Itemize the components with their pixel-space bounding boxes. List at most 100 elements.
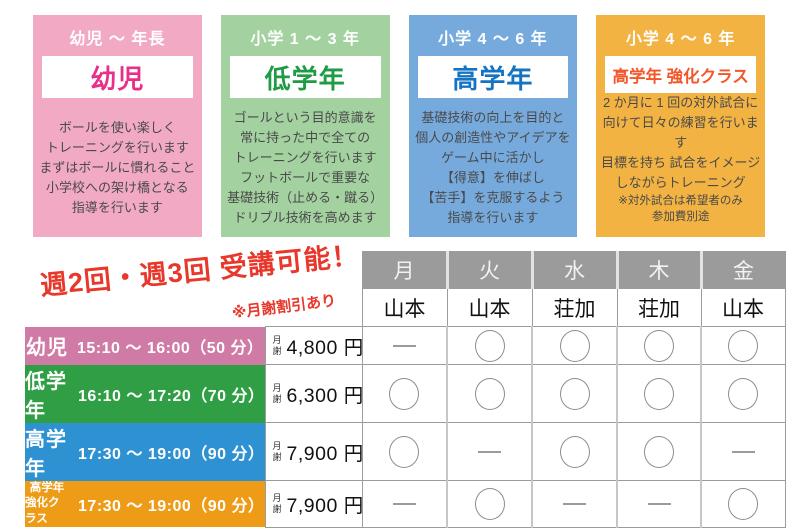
coach-name-cell: 荘加 <box>531 288 618 327</box>
class-label-wrap: 幼児 15:10 〜 16:00（50 分） <box>25 331 265 360</box>
available-circle-mark <box>559 377 590 410</box>
availability-cell <box>700 364 786 423</box>
fee-cell: 月謝 7,900 円 <box>264 480 364 528</box>
class-name-sub: 強化クラス <box>25 497 60 525</box>
coach-name-cell: 荘加 <box>616 288 702 327</box>
availability-cell <box>700 422 786 481</box>
class-row-infant: 幼児 15:10 〜 16:00（50 分） 月謝 4,800 円 <box>25 326 786 365</box>
coach-name-cell: 山本 <box>446 288 533 327</box>
availability-cell <box>361 364 448 423</box>
card-lower-grades: 小学 1 〜 3 年 低学年 ゴールという目的意識を 常に持った中で全ての トレ… <box>220 15 390 237</box>
availability-cell <box>531 326 618 365</box>
availability-cell <box>616 364 702 423</box>
unavailable-dash-mark <box>731 450 755 453</box>
availability-cell <box>616 480 702 528</box>
card-age-range: 小学 1 〜 3 年 <box>250 31 360 48</box>
availability-cell <box>616 422 702 481</box>
card-title: 高学年 強化クラス <box>612 67 749 86</box>
class-name: 高学年 <box>29 481 65 494</box>
class-label-wrap: 低学年 16:10 〜 17:20（70 分） <box>25 365 265 423</box>
fee-amount: 4,800 円 <box>286 337 364 359</box>
class-cards: 幼児 〜 年長 幼児 ボールを使い楽しく トレーニングを行います まずはボールに… <box>33 15 765 237</box>
class-time: 16:10 〜 17:20（70 分） <box>78 387 265 405</box>
card-description-text: ゴールという目的意識を 常に持った中で全ての トレーニングを行います フットボー… <box>227 109 384 225</box>
class-row-label: 高学年 強化クラス 17:30 〜 19:00（90 分） <box>25 480 265 528</box>
card-age-range: 小学 4 〜 6 年 <box>625 31 736 48</box>
table-spacer <box>25 252 362 289</box>
class-time: 17:30 〜 19:00（90 分） <box>78 445 265 463</box>
available-circle-mark <box>474 487 505 520</box>
availability-cell <box>700 326 786 365</box>
fee-unit-label: 月謝 <box>272 383 282 404</box>
card-description-text: ボールを使い楽しく トレーニングを行います まずはボールに慣れること 小学校への… <box>39 119 196 215</box>
availability-cell <box>361 326 448 365</box>
fee-unit-label: 月謝 <box>272 441 282 462</box>
card-upper-grades-advanced: 小学 4 〜 6 年 高学年 強化クラス 2 か月に 1 回の対外試合に 向けて… <box>596 15 765 237</box>
class-label-wrap: 高学年 強化クラス 17:30 〜 19:00（90 分） <box>25 481 265 528</box>
fee-wrap: 月謝 6,300 円 <box>266 379 364 408</box>
unavailable-dash-mark <box>647 502 671 505</box>
class-name: 幼児 <box>26 337 68 359</box>
class-time: 17:30 〜 19:00（90 分） <box>78 497 265 515</box>
card-title: 幼児 <box>90 63 145 94</box>
class-name: 高学年 <box>25 428 67 480</box>
fee-unit-label: 月謝 <box>272 335 282 356</box>
availability-cell <box>361 480 448 528</box>
coach-name-cell: 山本 <box>700 288 786 327</box>
coach-row: 山本 山本 荘加 荘加 山本 <box>25 288 786 327</box>
card-title-box: 高学年 <box>417 56 569 98</box>
fee-cell: 月謝 7,900 円 <box>264 422 364 481</box>
class-row-upper-advanced: 高学年 強化クラス 17:30 〜 19:00（90 分） 月謝 7,900 円 <box>25 480 786 528</box>
day-header-cell: 水 <box>530 251 618 289</box>
available-circle-mark <box>389 435 420 468</box>
class-row-lower: 低学年 16:10 〜 17:20（70 分） 月謝 6,300 円 <box>25 364 786 423</box>
day-header-cell: 木 <box>615 251 702 289</box>
coach-name-cell: 山本 <box>361 288 448 327</box>
available-circle-mark <box>474 329 505 362</box>
availability-cell <box>531 364 618 423</box>
schedule-table: 月 火 水 木 金 山本 山本 荘加 荘加 山本 幼児 15:10 〜 16:0… <box>25 251 786 528</box>
day-header-cell: 月 <box>361 251 448 289</box>
class-name: 低学年 <box>25 370 67 422</box>
fee-unit-label: 月謝 <box>272 493 282 514</box>
card-description-text: 基礎技術の向上を目的と 個人の創造性やアイデアを ゲーム中に活かし 【得意】を伸… <box>415 109 571 225</box>
card-age-range: 幼児 〜 年長 <box>69 31 166 48</box>
availability-cell <box>616 326 702 365</box>
card-description: ボールを使い楽しく トレーニングを行います まずはボールに慣れること 小学校への… <box>33 98 202 237</box>
fee-amount: 6,300 円 <box>286 385 364 407</box>
fee-wrap: 月謝 7,900 円 <box>266 437 364 466</box>
unavailable-dash-mark <box>478 450 501 453</box>
available-circle-mark <box>728 377 759 410</box>
day-header-cell: 金 <box>699 251 786 289</box>
card-title-box: 幼児 <box>42 56 193 98</box>
card-age-range: 小学 4 〜 6 年 <box>438 31 548 48</box>
availability-cell <box>446 422 533 481</box>
card-description: 2 か月に 1 回の対外試合に 向けて日々の練習を行います 目標を持ち 試合をイ… <box>596 93 765 193</box>
card-description-text: 2 か月に 1 回の対外試合に 向けて日々の練習を行います 目標を持ち 試合をイ… <box>600 95 761 190</box>
availability-cell <box>531 422 618 481</box>
availability-cell <box>700 480 786 528</box>
class-label-wrap: 高学年 17:30 〜 19:00（90 分） <box>25 423 265 481</box>
available-circle-mark <box>559 329 590 362</box>
day-header-row: 月 火 水 木 金 <box>25 251 786 289</box>
card-upper-grades: 小学 4 〜 6 年 高学年 基礎技術の向上を目的と 個人の創造性やアイデアを … <box>408 15 578 237</box>
fee-cell: 月謝 4,800 円 <box>264 326 364 365</box>
availability-cell <box>446 364 533 423</box>
available-circle-mark <box>644 329 674 362</box>
class-name-stacked: 高学年 強化クラス <box>25 481 69 528</box>
card-title-box: 高学年 強化クラス <box>605 56 756 93</box>
available-circle-mark <box>644 377 674 410</box>
class-row-upper: 高学年 17:30 〜 19:00（90 分） 月謝 7,900 円 <box>25 422 786 481</box>
card-title-box: 低学年 <box>229 56 381 98</box>
available-circle-mark <box>644 435 674 468</box>
class-row-label: 低学年 16:10 〜 17:20（70 分） <box>25 364 265 423</box>
class-row-label: 高学年 17:30 〜 19:00（90 分） <box>25 422 265 481</box>
availability-cell <box>531 480 618 528</box>
card-footnote: ※対外試合は希望者のみ 参加費別途 <box>618 195 743 223</box>
available-circle-mark <box>389 377 420 410</box>
card-description: 基礎技術の向上を目的と 個人の創造性やアイデアを ゲーム中に活かし 【得意】を伸… <box>409 98 578 237</box>
card-infant: 幼児 〜 年長 幼児 ボールを使い楽しく トレーニングを行います まずはボールに… <box>33 15 202 237</box>
unavailable-dash-mark <box>392 344 416 347</box>
fee-wrap: 月謝 7,900 円 <box>266 489 364 518</box>
card-title: 低学年 <box>264 63 346 94</box>
